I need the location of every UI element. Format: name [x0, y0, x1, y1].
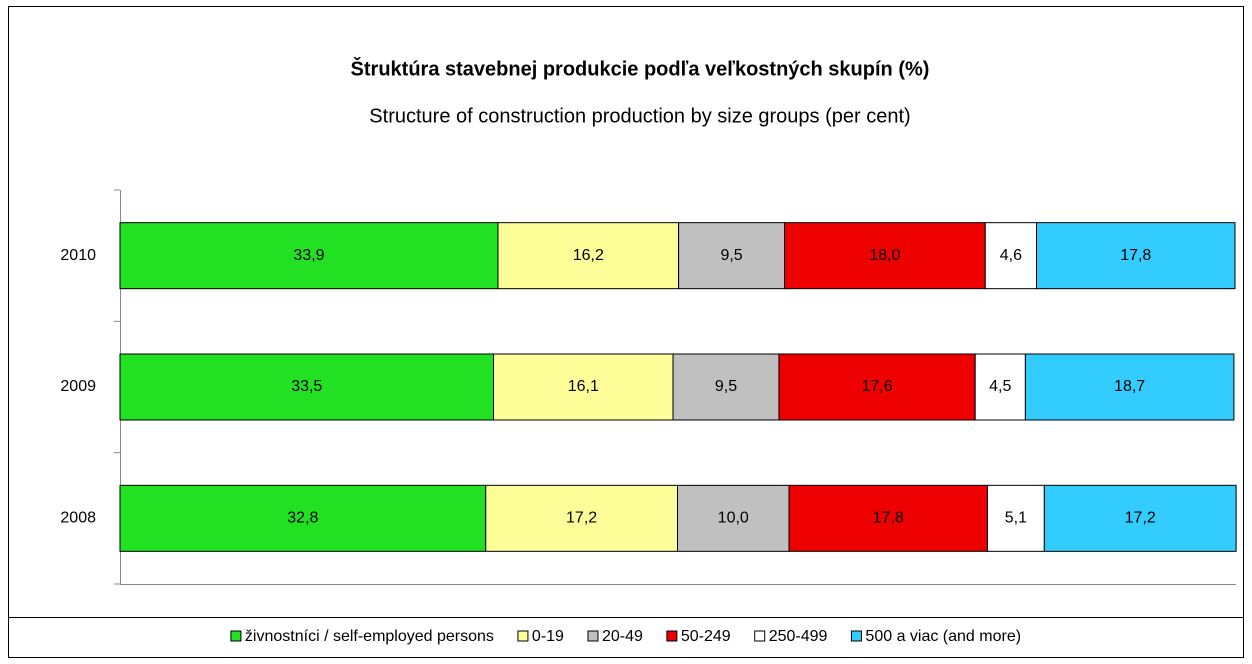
legend-swatch — [754, 630, 766, 642]
y-tick-label: 2008 — [60, 510, 96, 527]
chart-subtitle: Structure of construction production by … — [369, 105, 910, 127]
value-label: 4,5 — [989, 378, 1011, 395]
bar-segment — [119, 353, 495, 421]
bar-segment — [784, 222, 986, 290]
value-label: 17,2 — [566, 510, 597, 527]
legend-label: 20-49 — [602, 628, 643, 645]
legend-label: 0-19 — [532, 628, 564, 645]
legend-swatch — [230, 630, 242, 642]
bar-segment — [1043, 484, 1237, 552]
value-label: 9,5 — [715, 378, 737, 395]
bar-segment — [119, 484, 487, 552]
value-label: 33,5 — [291, 378, 322, 395]
bar-segment — [778, 353, 976, 421]
bar-segment — [493, 353, 674, 421]
legend-swatch — [850, 630, 862, 642]
y-tick-label: 2010 — [60, 247, 96, 264]
value-label: 32,8 — [287, 510, 318, 527]
value-label: 17,2 — [1125, 510, 1156, 527]
legend-label: 500 a viac (and more) — [865, 628, 1021, 645]
legend-swatch — [666, 630, 678, 642]
legend-swatch — [517, 630, 529, 642]
chart-border — [8, 6, 1244, 658]
legend-box — [8, 617, 1244, 658]
bar-segment — [678, 222, 786, 290]
value-label: 17,6 — [862, 378, 893, 395]
legend-label: živnostníci / self-employed persons — [245, 628, 494, 645]
bar-segment — [1024, 353, 1235, 421]
bar-segment — [788, 484, 988, 552]
legend-label: 250-499 — [769, 628, 828, 645]
value-label: 5,1 — [1005, 510, 1027, 527]
value-label: 16,1 — [568, 378, 599, 395]
value-label: 17,8 — [1120, 247, 1151, 264]
legend-label: 50-249 — [681, 628, 731, 645]
bar-segment — [974, 353, 1026, 421]
bar-segment — [986, 484, 1045, 552]
value-label: 10,0 — [718, 510, 749, 527]
value-label: 16,2 — [573, 247, 604, 264]
value-label: 18,0 — [869, 247, 900, 264]
bar-segment — [984, 222, 1038, 290]
value-label: 9,5 — [720, 247, 742, 264]
chart-title: Štruktúra stavebnej produkcie podľa veľk… — [351, 56, 930, 80]
value-label: 33,9 — [293, 247, 324, 264]
bar-segment — [1036, 222, 1236, 290]
value-label: 18,7 — [1114, 378, 1145, 395]
bar-segment — [672, 353, 780, 421]
value-label: 17,8 — [873, 510, 904, 527]
legend-swatch — [587, 630, 599, 642]
y-tick-label: 2009 — [60, 378, 96, 395]
value-label: 4,6 — [1000, 247, 1022, 264]
